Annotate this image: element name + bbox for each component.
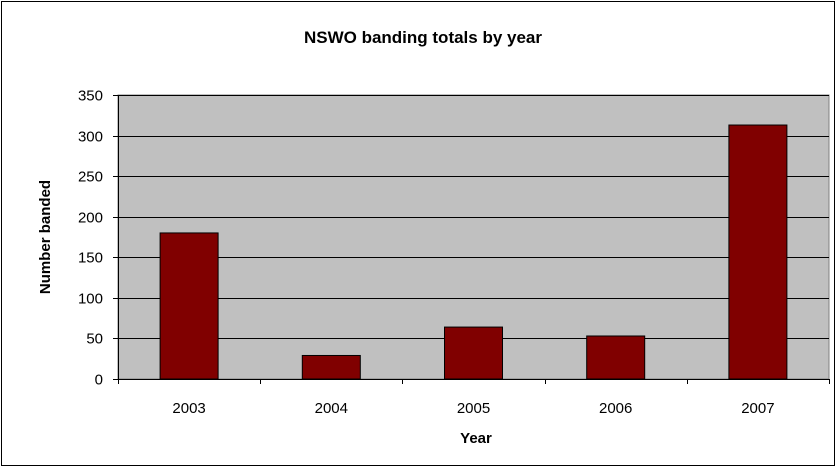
bar-2005 bbox=[444, 326, 503, 380]
bar-2004 bbox=[301, 354, 361, 380]
x-tick-label: 2007 bbox=[741, 400, 774, 417]
y-tick-label: 350 bbox=[78, 88, 103, 105]
axes bbox=[113, 95, 830, 384]
bar-2003 bbox=[159, 232, 219, 380]
chart-title: NSWO banding totals by year bbox=[304, 28, 542, 47]
x-tick-label: 2004 bbox=[315, 400, 348, 417]
y-tick-label: 100 bbox=[78, 291, 103, 308]
y-tick-labels: 0 50 100 150 200 250 300 350 bbox=[78, 88, 103, 389]
y-tick-label: 200 bbox=[78, 210, 103, 227]
y-tick-label: 50 bbox=[86, 331, 103, 348]
y-tick-label: 150 bbox=[78, 250, 103, 267]
gridlines bbox=[118, 95, 829, 339]
x-tick-label: 2005 bbox=[457, 400, 490, 417]
x-tick-label: 2006 bbox=[599, 400, 632, 417]
y-tick-label: 250 bbox=[78, 169, 103, 186]
y-tick-label: 0 bbox=[95, 372, 103, 389]
bar-2007 bbox=[728, 124, 788, 380]
x-tick-labels: 2003 2004 2005 2006 2007 bbox=[172, 400, 774, 417]
y-axis-label: Number banded bbox=[37, 180, 54, 294]
x-axis-label: Year bbox=[460, 430, 492, 447]
x-tick-label: 2003 bbox=[172, 400, 205, 417]
bar-2006 bbox=[586, 335, 646, 380]
y-tick-label: 300 bbox=[78, 129, 103, 146]
